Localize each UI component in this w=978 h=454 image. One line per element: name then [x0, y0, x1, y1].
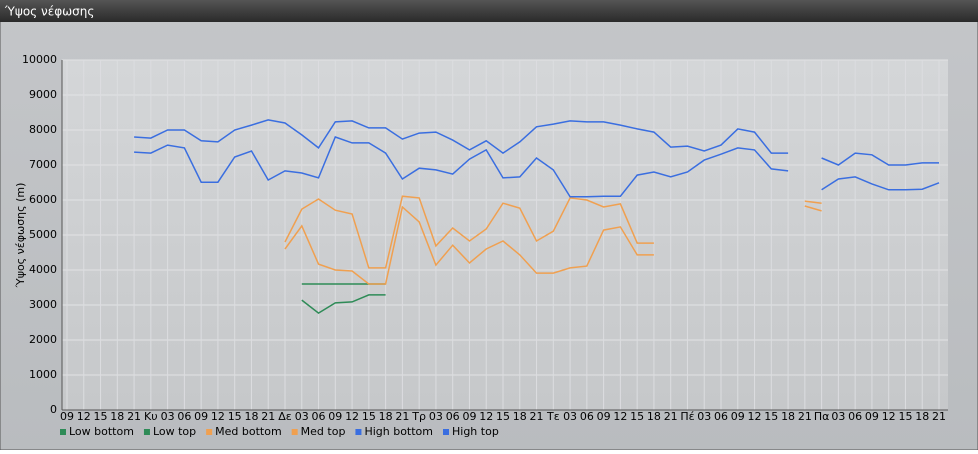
x-tick-label: 18	[513, 410, 527, 423]
x-tick-label: 21	[932, 410, 946, 423]
x-tick-label: 21	[798, 410, 812, 423]
x-tick-label: 15	[898, 410, 912, 423]
x-tick-label: 15	[228, 410, 242, 423]
x-tick-label: 12	[77, 410, 91, 423]
x-tick-label: 03	[697, 410, 711, 423]
y-tick-label: 4000	[29, 263, 57, 276]
x-tick-label: 03	[161, 410, 175, 423]
y-axis-title: Ύψος νέφωσης (m)	[14, 183, 27, 289]
x-tick-label: 09	[462, 410, 476, 423]
x-tick-label: 15	[764, 410, 778, 423]
x-tick-label: 15	[630, 410, 644, 423]
x-tick-label: 06	[580, 410, 594, 423]
x-tick-label: 18	[915, 410, 929, 423]
x-tick-label: 18	[110, 410, 124, 423]
x-tick-label: 21	[530, 410, 544, 423]
window-title: Ύψος νέφωσης	[4, 5, 94, 19]
x-tick-label: 03	[831, 410, 845, 423]
x-tick-label: 06	[312, 410, 326, 423]
x-tick-label: 12	[748, 410, 762, 423]
x-tick-label: 09	[194, 410, 208, 423]
legend-label: High bottom	[364, 425, 433, 438]
x-tick-label: 06	[848, 410, 862, 423]
x-tick-label: 15	[362, 410, 376, 423]
y-tick-label: 10000	[22, 53, 57, 66]
x-tick-label: 09	[865, 410, 879, 423]
x-tick-label: Πέ	[680, 410, 694, 423]
legend-swatch	[355, 429, 362, 435]
x-tick-label: 18	[244, 410, 258, 423]
x-tick-label: 21	[261, 410, 275, 423]
y-tick-label: 0	[50, 403, 57, 416]
legend-swatch	[143, 429, 150, 435]
title-bar	[0, 0, 978, 22]
legend-label: High top	[452, 425, 499, 438]
legend-swatch	[443, 429, 449, 435]
y-tick-label: 3000	[29, 298, 57, 311]
x-tick-label: 12	[345, 410, 359, 423]
x-tick-label: 15	[94, 410, 108, 423]
x-tick-label: 18	[379, 410, 393, 423]
x-tick-label: 09	[597, 410, 611, 423]
series-line	[284, 205, 822, 285]
x-tick-label: 12	[882, 410, 896, 423]
legend-swatch	[206, 429, 213, 435]
x-tick-label: 21	[664, 410, 678, 423]
y-tick-label: 2000	[29, 333, 57, 346]
series-line	[134, 119, 939, 166]
x-tick-label: 09	[731, 410, 745, 423]
series-line	[134, 136, 940, 198]
x-tick-label: 06	[714, 410, 728, 423]
x-tick-label: 21	[127, 410, 141, 423]
x-tick-label: 18	[781, 410, 795, 423]
x-tick-label: Δε	[278, 410, 292, 423]
x-tick-label: Πα	[814, 410, 830, 423]
y-tick-label: 6000	[29, 193, 57, 206]
series-line	[301, 294, 386, 315]
x-tick-label: Κυ	[144, 410, 158, 423]
x-tick-label: 09	[60, 410, 74, 423]
x-tick-label: 09	[328, 410, 342, 423]
legend-label: Low top	[153, 425, 196, 438]
x-tick-label: 12	[211, 410, 225, 423]
x-tick-label: Τε	[546, 410, 560, 423]
x-tick-label: 12	[479, 410, 493, 423]
series-line	[284, 195, 822, 269]
y-tick-label: 9000	[29, 88, 57, 101]
legend-label: Low bottom	[69, 425, 134, 438]
x-tick-label: 06	[177, 410, 191, 423]
y-tick-label: 5000	[29, 228, 57, 241]
legend-label: Med top	[301, 425, 346, 438]
x-tick-label: 03	[563, 410, 577, 423]
y-tick-label: 7000	[29, 158, 57, 171]
x-tick-label: 03	[429, 410, 443, 423]
y-tick-label: 8000	[29, 123, 57, 136]
legend-swatch	[291, 429, 298, 435]
legend-label: Med bottom	[215, 425, 282, 438]
x-tick-label: 03	[295, 410, 309, 423]
x-tick-label: Τρ	[411, 410, 426, 423]
x-tick-label: 21	[395, 410, 409, 423]
x-tick-label: 06	[446, 410, 460, 423]
legend-swatch	[60, 429, 66, 435]
x-tick-label: 18	[647, 410, 661, 423]
x-tick-label: 12	[613, 410, 627, 423]
y-tick-label: 1000	[29, 368, 57, 381]
x-tick-label: 15	[496, 410, 510, 423]
